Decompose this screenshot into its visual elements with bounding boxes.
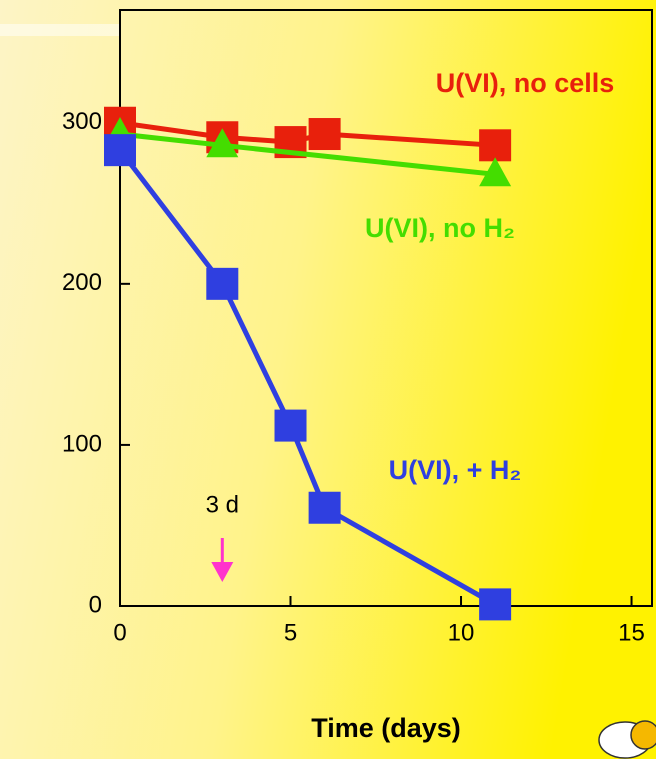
y-tick-label: 0 bbox=[89, 591, 102, 618]
series-label: U(VI), no cells bbox=[436, 68, 615, 98]
y-tick-label: 100 bbox=[62, 430, 102, 457]
x-tick-label: 5 bbox=[284, 619, 297, 646]
y-tick-label: 200 bbox=[62, 269, 102, 296]
chart: Time (days) 0 5 10 15 0 100 200 300 U(VI), no ce… bbox=[0, 0, 656, 759]
marker bbox=[104, 134, 136, 166]
marker bbox=[479, 588, 511, 620]
marker bbox=[275, 410, 307, 442]
x-tick-label: 15 bbox=[618, 619, 645, 646]
series-label: U(VI), no H₂ bbox=[365, 213, 515, 243]
y-tick-label: 300 bbox=[62, 108, 102, 135]
annotation-text: 3 d bbox=[206, 491, 239, 518]
marker bbox=[309, 492, 341, 524]
x-axis-title: Time (days) bbox=[311, 713, 461, 743]
x-tick-label: 0 bbox=[113, 619, 126, 646]
marker bbox=[309, 118, 341, 150]
marker bbox=[479, 129, 511, 161]
marker bbox=[206, 268, 238, 300]
series-label: U(VI), + H₂ bbox=[389, 455, 522, 485]
x-tick-label: 10 bbox=[448, 619, 475, 646]
decor-band bbox=[0, 24, 120, 36]
